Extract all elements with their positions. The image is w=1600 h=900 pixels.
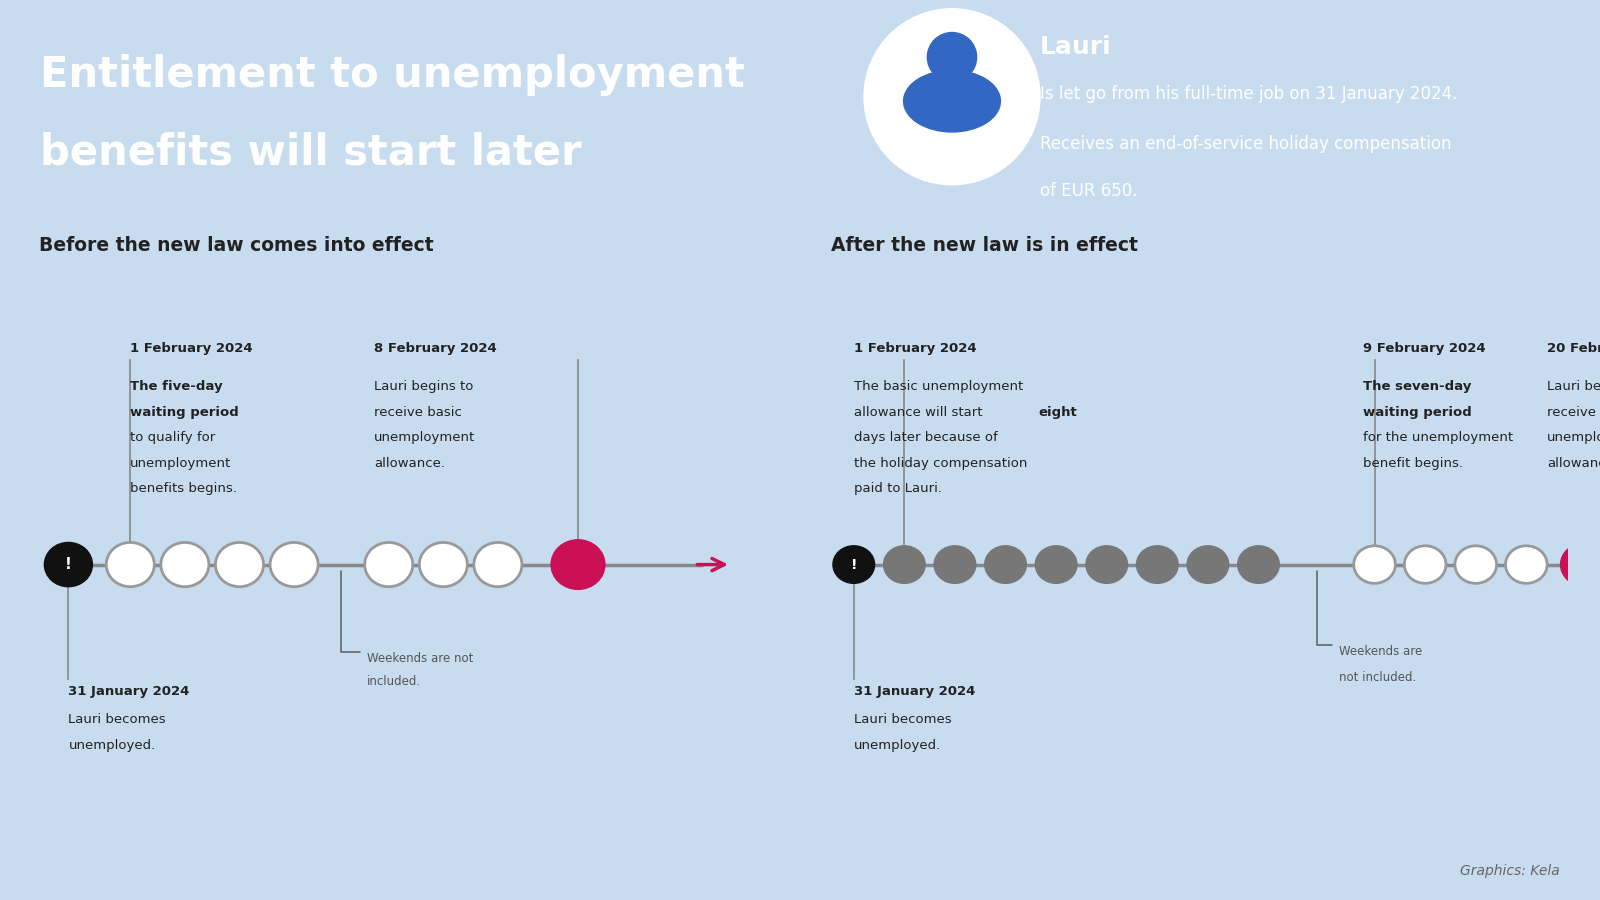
Text: Receives an end-of-service holiday compensation: Receives an end-of-service holiday compe…: [1040, 136, 1451, 154]
Text: Entitlement to unemployment: Entitlement to unemployment: [40, 54, 746, 96]
Text: The basic unemployment: The basic unemployment: [854, 380, 1022, 393]
Text: The five-day: The five-day: [130, 380, 222, 393]
Text: unemployment: unemployment: [374, 431, 475, 444]
Text: 20 February 2024: 20 February 2024: [1547, 342, 1600, 356]
Text: unemployed.: unemployed.: [69, 739, 155, 752]
Circle shape: [883, 545, 925, 583]
Text: benefits will start later: benefits will start later: [40, 131, 582, 174]
Circle shape: [934, 545, 976, 583]
Text: of EUR 650.: of EUR 650.: [1040, 182, 1138, 200]
Circle shape: [1405, 545, 1446, 583]
Circle shape: [1238, 545, 1280, 583]
Text: to qualify for: to qualify for: [130, 431, 216, 444]
Text: receive basic: receive basic: [374, 406, 462, 419]
Circle shape: [162, 543, 210, 587]
Text: Lauri: Lauri: [1040, 35, 1112, 58]
Text: unemployed.: unemployed.: [854, 739, 941, 752]
Text: 1 February 2024: 1 February 2024: [130, 342, 253, 356]
Text: the holiday compensation: the holiday compensation: [854, 456, 1027, 470]
Text: unemployment: unemployment: [130, 456, 232, 470]
Text: allowance.: allowance.: [1547, 456, 1600, 470]
Circle shape: [1506, 545, 1547, 583]
Text: allowance will start: allowance will start: [854, 406, 987, 419]
Text: benefits begins.: benefits begins.: [130, 482, 237, 495]
Text: Lauri becomes: Lauri becomes: [69, 714, 166, 726]
Circle shape: [419, 543, 467, 587]
Text: paid to Lauri.: paid to Lauri.: [854, 482, 942, 495]
Text: eight: eight: [1038, 406, 1077, 419]
Text: included.: included.: [366, 675, 421, 688]
Ellipse shape: [864, 9, 1040, 184]
Circle shape: [834, 545, 875, 583]
Circle shape: [1086, 545, 1128, 583]
Text: not included.: not included.: [1339, 670, 1416, 683]
Text: After the new law is in effect: After the new law is in effect: [832, 236, 1138, 255]
Text: Lauri begins to: Lauri begins to: [1547, 380, 1600, 393]
Text: !: !: [851, 558, 858, 572]
Text: Graphics: Kela: Graphics: Kela: [1461, 863, 1560, 878]
Circle shape: [1035, 545, 1077, 583]
Circle shape: [550, 540, 605, 590]
Text: unemployment: unemployment: [1547, 431, 1600, 444]
Text: Before the new law comes into effect: Before the new law comes into effect: [40, 236, 434, 255]
Text: 31 January 2024: 31 January 2024: [854, 685, 974, 698]
Circle shape: [1354, 545, 1395, 583]
Text: Weekends are not: Weekends are not: [366, 652, 474, 665]
Circle shape: [474, 543, 522, 587]
Text: !: !: [66, 557, 72, 572]
Circle shape: [1187, 545, 1229, 583]
Text: waiting period: waiting period: [1363, 406, 1472, 419]
Ellipse shape: [904, 70, 1000, 132]
Text: Is let go from his full-time job on 31 January 2024.: Is let go from his full-time job on 31 J…: [1040, 86, 1458, 104]
Text: Weekends are: Weekends are: [1339, 645, 1422, 658]
Circle shape: [45, 543, 93, 587]
Circle shape: [1136, 545, 1178, 583]
Text: 8 February 2024: 8 February 2024: [374, 342, 498, 356]
Text: days later because of: days later because of: [854, 431, 997, 444]
Ellipse shape: [928, 32, 976, 82]
Circle shape: [106, 543, 154, 587]
Text: Lauri becomes: Lauri becomes: [854, 714, 952, 726]
Circle shape: [984, 545, 1026, 583]
Text: The seven-day: The seven-day: [1363, 380, 1472, 393]
Circle shape: [1560, 543, 1600, 586]
Circle shape: [270, 543, 318, 587]
Text: waiting period: waiting period: [130, 406, 238, 419]
Text: allowance.: allowance.: [374, 456, 445, 470]
Text: for the unemployment: for the unemployment: [1363, 431, 1514, 444]
Text: benefit begins.: benefit begins.: [1363, 456, 1464, 470]
Text: 9 February 2024: 9 February 2024: [1363, 342, 1486, 356]
Circle shape: [1454, 545, 1496, 583]
Circle shape: [216, 543, 264, 587]
Text: Lauri begins to: Lauri begins to: [374, 380, 474, 393]
Text: receive basic: receive basic: [1547, 406, 1600, 419]
Text: 1 February 2024: 1 February 2024: [854, 342, 976, 356]
Circle shape: [365, 543, 413, 587]
Text: 31 January 2024: 31 January 2024: [69, 685, 190, 698]
